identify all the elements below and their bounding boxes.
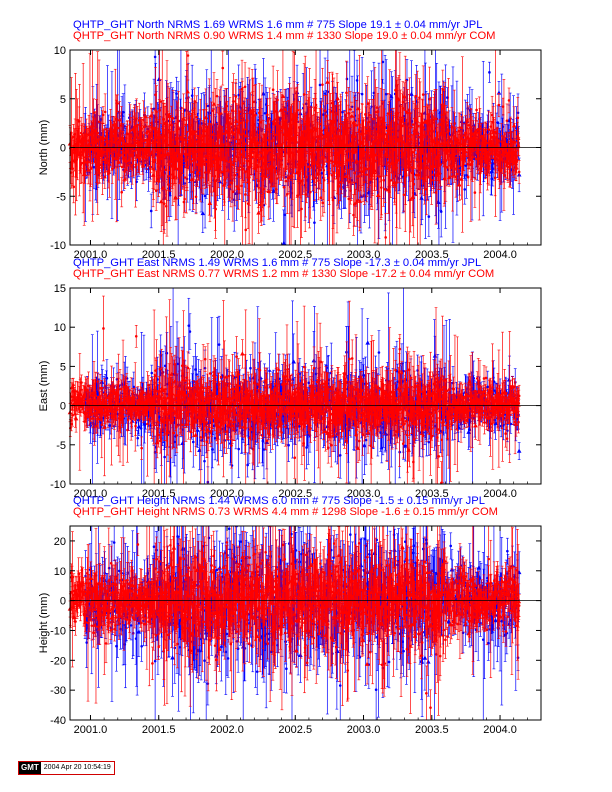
data-point [463,188,467,191]
data-point [188,173,192,177]
data-point [320,171,324,175]
data-point [156,76,162,82]
data-point [97,120,101,124]
data-point [439,210,443,213]
data-point [167,174,170,178]
data-point [193,99,197,103]
data-point [203,194,207,198]
data-point [311,181,317,186]
data-point [80,161,84,165]
data-point [101,113,105,117]
data-point [381,60,385,64]
data-point [228,185,231,188]
data-point [195,115,199,119]
data-point [177,120,180,123]
data-point [88,126,92,129]
data-point [118,119,121,122]
data-point [263,111,267,115]
data-point [162,202,166,205]
data-point [119,153,122,157]
data-point [313,221,316,224]
data-point [72,185,76,189]
data-point [179,173,182,177]
data-point [96,131,100,135]
data-point [149,209,153,213]
data-point [135,180,138,184]
data-point [153,158,157,162]
data-point [92,165,96,169]
data-point [214,207,217,211]
data-point [132,149,135,153]
data-point [196,134,199,138]
data-point [488,71,491,74]
data-point [194,130,197,133]
data-point [345,77,349,81]
data-point [326,90,330,94]
data-point [116,126,120,130]
data-point [153,55,157,59]
data-point [219,112,223,115]
data-point [427,215,431,218]
data-point [121,110,125,114]
data-point [71,159,75,163]
data-point [318,83,322,87]
data-point [341,110,344,114]
data-point [175,92,178,95]
data-point [89,167,93,170]
data-point [103,110,107,114]
data-point [104,161,107,165]
data-point [360,92,364,96]
data-point [134,163,138,166]
data-point [159,100,163,103]
data-point [112,157,115,160]
data-point [370,105,373,108]
data-point [120,122,123,126]
data-point [410,120,414,123]
data-point [122,139,126,143]
data-point [158,108,161,112]
data-point [194,195,198,199]
data-point [108,152,112,155]
data-point [120,190,124,194]
data-point [487,120,490,124]
data-point [186,54,190,57]
data-point [171,117,175,120]
data-point [200,210,206,216]
data-point [116,102,119,105]
data-point [183,176,187,179]
data-point [122,158,126,162]
data-point [221,66,225,70]
panel-north: QHTP_GHT North NRMS 1.69 WRMS 1.6 mm # 7… [38,19,542,261]
legend-north-jpl: QHTP_GHT North NRMS 1.69 WRMS 1.6 mm # 7… [73,19,482,31]
legend-north-com: QHTP_GHT North NRMS 0.90 WRMS 1.4 mm # 1… [73,30,496,42]
data-point [283,213,286,217]
data-point [183,197,186,201]
data-point [123,125,127,128]
data-point [215,94,219,98]
